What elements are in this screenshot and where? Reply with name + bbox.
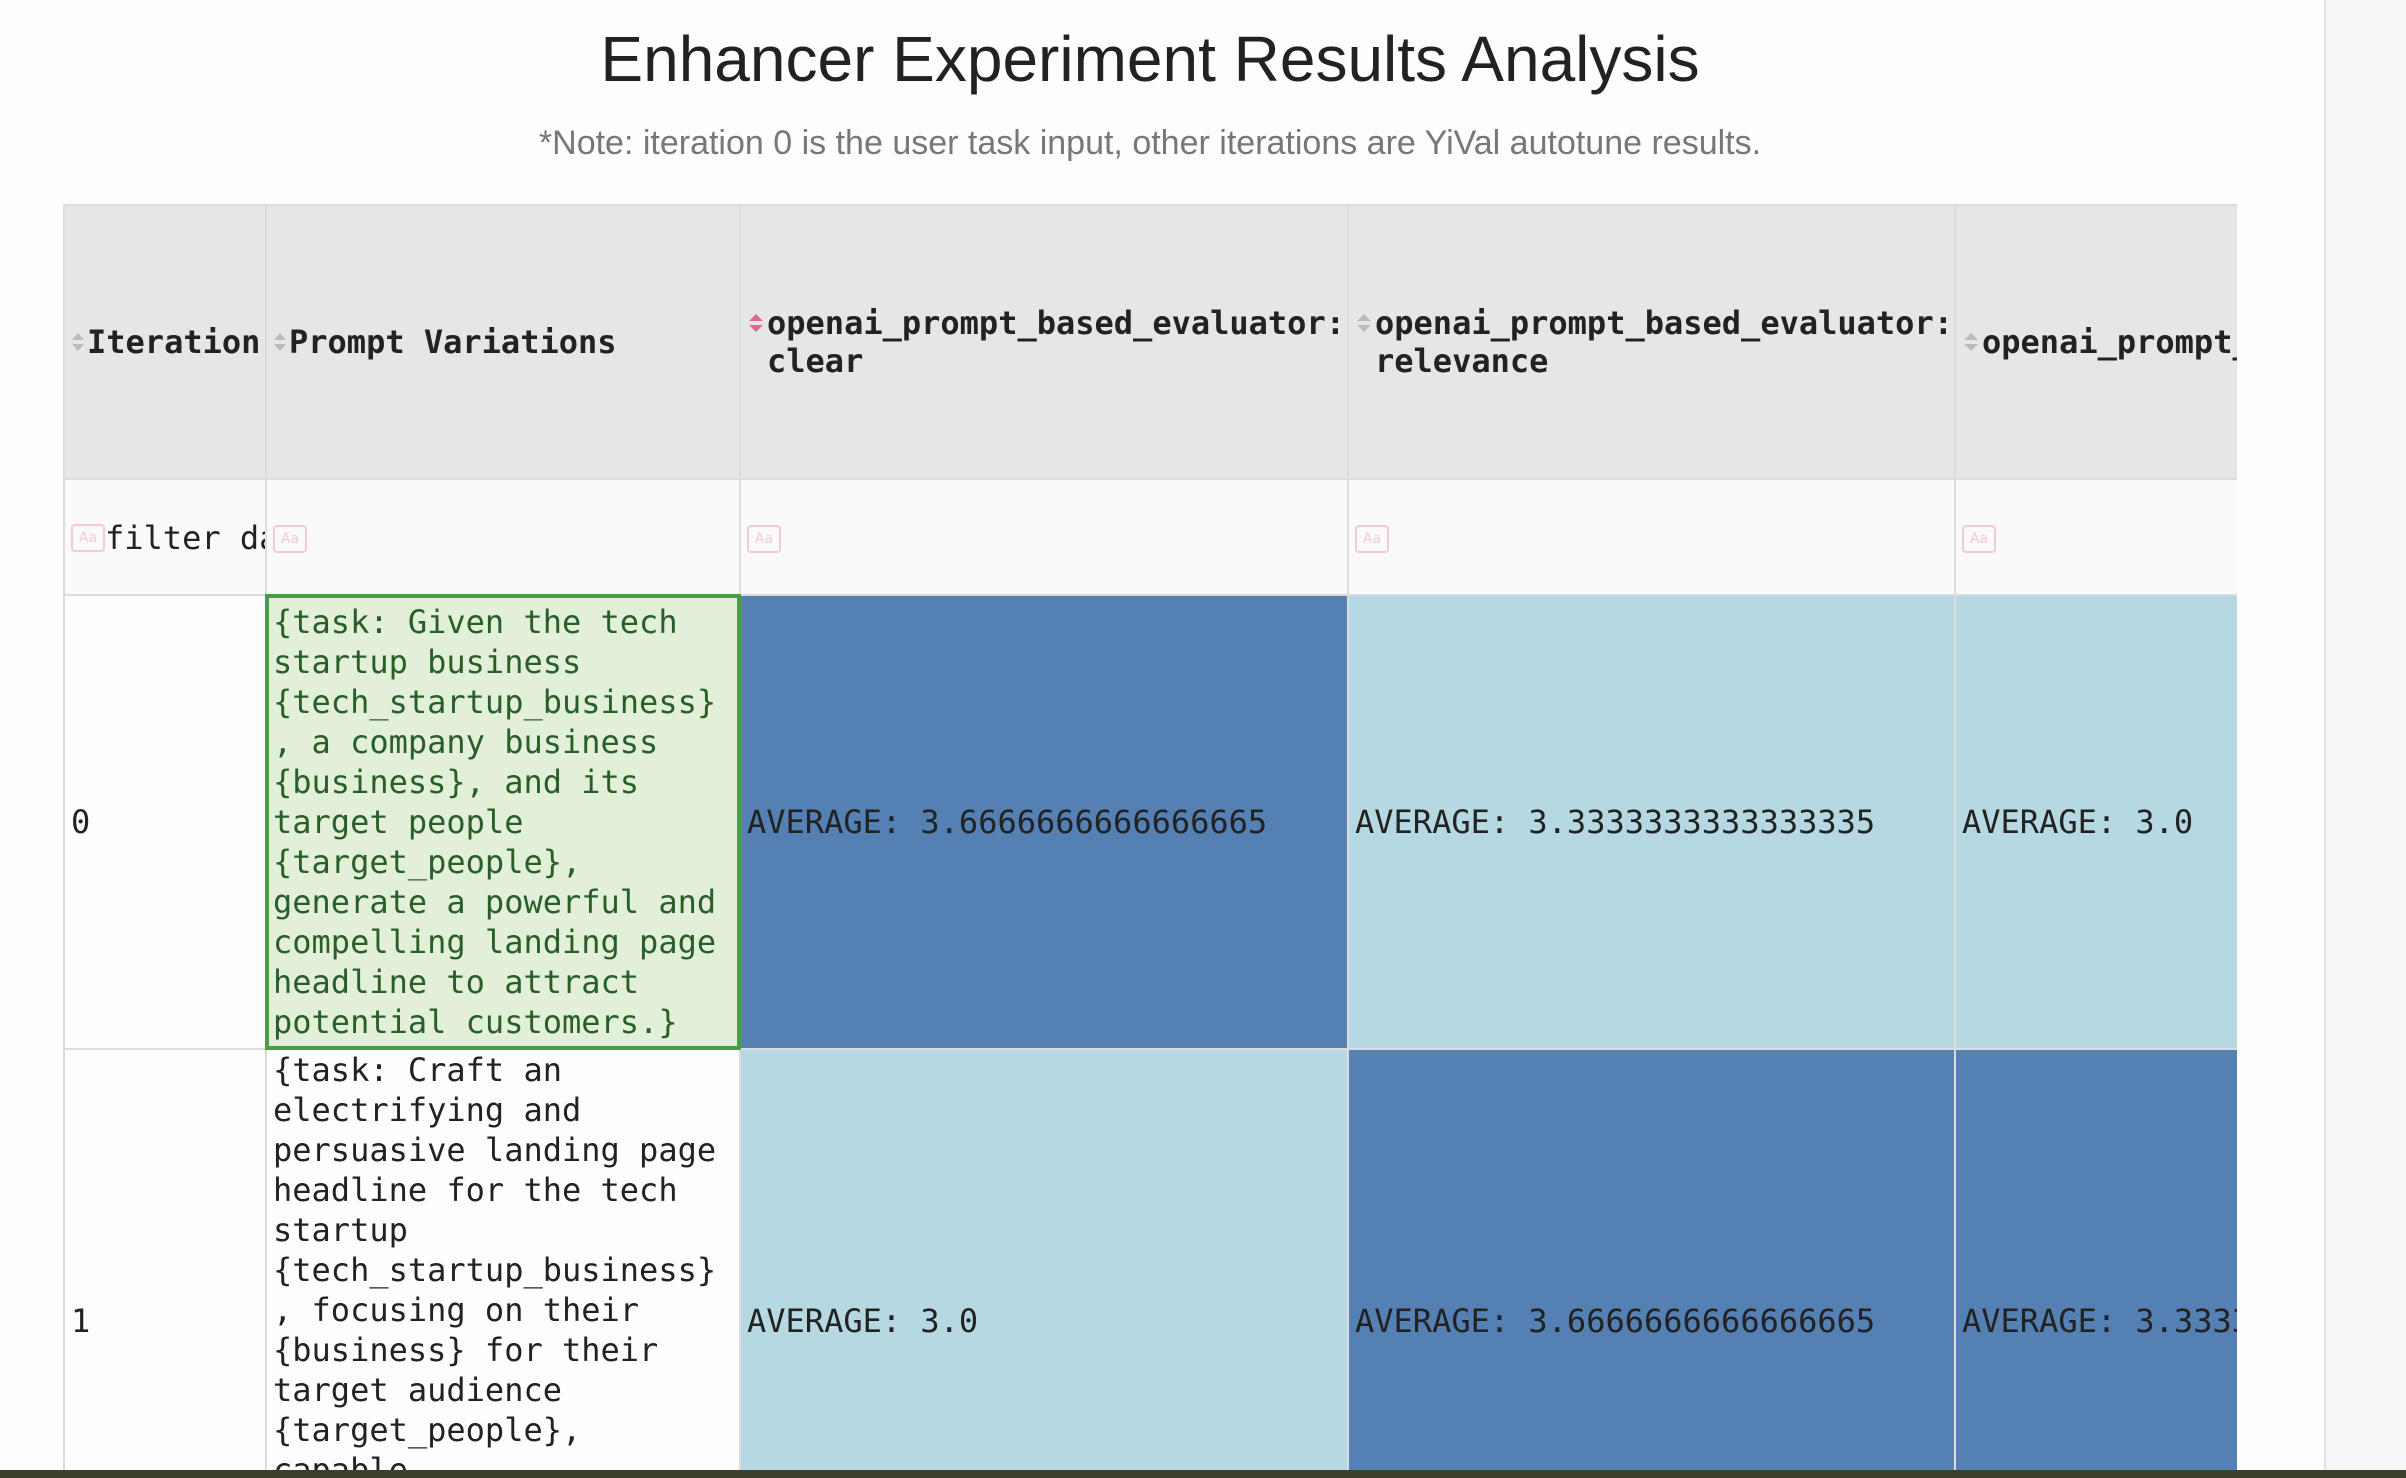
header-row: Iteration Prompt Variations openai_promp…	[63, 204, 2237, 480]
sort-icon[interactable]	[71, 331, 85, 353]
regex-toggle[interactable]: Aa	[747, 525, 781, 553]
column-title: openai_prompt_based_evaluator: relevance	[1375, 304, 1953, 380]
column-header[interactable]: openai_prompt_based_evaluator: relevance	[1347, 204, 1956, 480]
score-cell: AVERAGE: 3.0	[739, 1048, 1349, 1470]
page-title: Enhancer Experiment Results Analysis	[600, 23, 1700, 95]
window-edge	[0, 1470, 2406, 1478]
prompt-cell[interactable]: {task: Given the tech startup business {…	[265, 594, 741, 1050]
table-row: 0 {task: Given the tech startup business…	[63, 594, 2237, 1050]
column-title: openai_prompt_based_evaluator: catchines…	[1982, 323, 2237, 361]
iteration-cell: 1	[63, 1048, 267, 1470]
filter-cell[interactable]: Aa	[739, 478, 1349, 596]
score-cell: AVERAGE: 3.6666666666666665	[739, 594, 1349, 1050]
score-cell: AVERAGE: 3.3333333333333335	[1954, 1048, 2237, 1470]
regex-toggle[interactable]: Aa	[273, 525, 307, 553]
table-container: Iteration Prompt Variations openai_promp…	[63, 204, 2237, 1470]
filter-cell[interactable]: Aa	[265, 478, 741, 596]
filter-cell[interactable]: Aa	[1954, 478, 2237, 596]
sort-icon[interactable]	[1355, 312, 1373, 334]
sort-icon[interactable]	[747, 312, 765, 334]
score-cell: AVERAGE: 3.3333333333333335	[1347, 594, 1956, 1050]
score-cell: AVERAGE: 3.0	[1954, 594, 2237, 1050]
column-header[interactable]: Iteration	[63, 204, 267, 480]
column-header[interactable]: openai_prompt_based_evaluator: catchines…	[1954, 204, 2237, 480]
table-row: 1 {task: Craft an electrifying and persu…	[63, 1048, 2237, 1470]
iteration-cell: 0	[63, 594, 267, 1050]
filter-row: Aa filter da Aa Aa Aa Aa	[63, 478, 2237, 596]
column-header[interactable]: openai_prompt_based_evaluator: clear	[739, 204, 1349, 480]
regex-toggle[interactable]: Aa	[1355, 525, 1389, 553]
regex-toggle[interactable]: Aa	[1962, 525, 1996, 553]
sort-icon[interactable]	[273, 331, 287, 353]
filter-cell[interactable]: Aa	[1347, 478, 1956, 596]
filter-input[interactable]: filter da	[105, 519, 266, 557]
prompt-cell[interactable]: {task: Craft an electrifying and persuas…	[265, 1048, 741, 1470]
results-table: Iteration Prompt Variations openai_promp…	[63, 204, 2237, 1470]
column-header[interactable]: Prompt Variations	[265, 204, 741, 480]
filter-cell[interactable]: Aa filter da	[63, 478, 267, 596]
scrollbar-area	[2324, 0, 2406, 1478]
sort-icon[interactable]	[1962, 331, 1980, 353]
column-title: Prompt Variations	[289, 323, 617, 361]
note: *Note: iteration 0 is the user task inpu…	[538, 124, 1762, 162]
column-title: openai_prompt_based_evaluator: clear	[767, 304, 1345, 380]
score-cell: AVERAGE: 3.6666666666666665	[1347, 1048, 1956, 1470]
regex-toggle[interactable]: Aa	[71, 524, 105, 552]
column-title: Iteration	[87, 323, 261, 361]
